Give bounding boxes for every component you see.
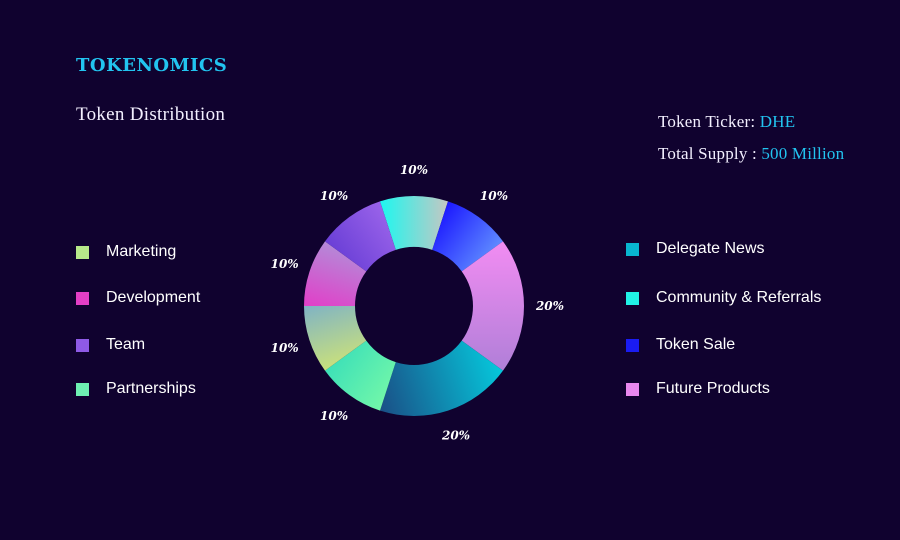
legend-swatch bbox=[626, 382, 639, 396]
donut-slice-community-referrals bbox=[380, 195, 448, 250]
legend-item-partnerships: Partnerships bbox=[76, 379, 196, 399]
donut-slices bbox=[304, 195, 524, 416]
donut-slice-team bbox=[325, 201, 396, 272]
legend-item-delegate-news: Delegate News bbox=[626, 239, 765, 259]
slice-percent-label: 10% bbox=[271, 257, 299, 271]
legend-swatch bbox=[626, 338, 639, 352]
legend-label: Token Sale bbox=[656, 336, 736, 353]
legend-label: Marketing bbox=[106, 243, 177, 260]
legend-item-future-products: Future Products bbox=[626, 379, 770, 399]
legend-item-marketing: Marketing bbox=[76, 242, 176, 262]
slice-percent-label: 20% bbox=[535, 299, 564, 313]
legend-swatch bbox=[76, 338, 89, 352]
legend-swatch bbox=[76, 291, 89, 305]
legend-label: Delegate News bbox=[656, 240, 765, 257]
slice-percent-label: 20% bbox=[441, 428, 470, 442]
legend-item-community-referrals: Community & Referrals bbox=[626, 288, 821, 308]
donut-labels: 10% 10% 20% 20% 10% 10% 10% 10% bbox=[271, 163, 564, 442]
total-supply: Total Supply : 500 Million bbox=[658, 144, 844, 164]
legend-item-development: Development bbox=[76, 288, 200, 308]
legend-swatch bbox=[76, 382, 89, 396]
slice-percent-label: 10% bbox=[320, 189, 348, 203]
donut-slice-development bbox=[304, 241, 367, 306]
token-ticker: Token Ticker: DHE bbox=[658, 112, 795, 132]
legend-label: Team bbox=[106, 336, 146, 353]
legend-label: Partnerships bbox=[106, 380, 196, 397]
legend-swatch bbox=[626, 242, 639, 256]
total-supply-value: 500 Million bbox=[761, 144, 845, 163]
donut-slice-marketing bbox=[304, 306, 367, 371]
legend-label: Development bbox=[106, 289, 201, 306]
slice-percent-label: 10% bbox=[480, 189, 508, 203]
slice-percent-label: 10% bbox=[320, 409, 348, 423]
donut-slice-future-products bbox=[461, 241, 524, 371]
chart-subtitle: Token Distribution bbox=[76, 104, 226, 125]
token-ticker-label: Token Ticker: bbox=[658, 112, 756, 131]
legend-swatch bbox=[76, 245, 89, 259]
legend-swatch bbox=[626, 291, 639, 305]
donut-slice-token-sale bbox=[432, 201, 503, 272]
page-title: TOKENOMICS bbox=[76, 55, 228, 76]
slice-percent-label: 10% bbox=[271, 341, 299, 355]
total-supply-label: Total Supply : bbox=[658, 144, 757, 163]
legend-label: Community & Referrals bbox=[656, 289, 822, 306]
legend-item-token-sale: Token Sale bbox=[626, 335, 735, 355]
slice-percent-label: 10% bbox=[400, 163, 428, 177]
legend-label: Future Products bbox=[656, 380, 770, 397]
donut-slice-delegate-news bbox=[380, 340, 503, 416]
donut-slice-partnerships bbox=[325, 340, 396, 411]
token-ticker-value: DHE bbox=[759, 112, 796, 131]
legend-item-team: Team bbox=[76, 335, 145, 355]
